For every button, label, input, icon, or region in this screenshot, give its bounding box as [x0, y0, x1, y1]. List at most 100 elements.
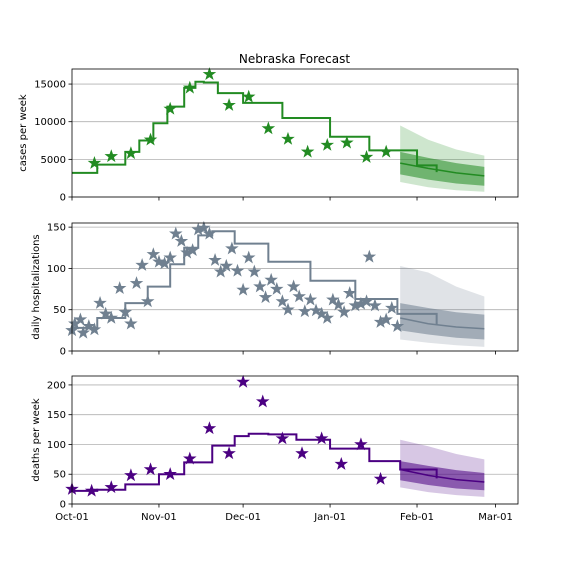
hospitalizations-observed-point	[146, 247, 161, 261]
deaths-observed-point	[124, 468, 138, 482]
deaths-y-tick-label: 200	[47, 380, 66, 391]
hospitalizations-observed-point	[264, 272, 278, 286]
hospitalizations-y-axis-label: daily hospitalizations	[31, 234, 42, 339]
cases-model-path	[72, 80, 438, 174]
cases-y-tick-label: 5000	[41, 155, 66, 166]
hospitalizations-y-tick-label: 100	[47, 264, 66, 275]
cases-observed-point	[87, 156, 102, 169]
hospitalizations-observed-point	[303, 292, 318, 306]
hospitalizations-observed-point	[135, 258, 149, 271]
cases-y-ticks: 0 5000 10000 15000	[34, 80, 72, 204]
deaths-forecast-median	[400, 468, 485, 483]
hospitalizations-observed-point	[118, 305, 133, 318]
cases-observed-point	[143, 132, 158, 146]
deaths-x-ticks: Oct-01 Nov-01 Dec-01 Jan-01 Feb-01 Mar-01	[55, 504, 513, 523]
hospitalizations-forecast-bands	[400, 265, 485, 347]
deaths-observed-point	[143, 462, 158, 476]
hospitalizations-observed-point	[269, 281, 284, 295]
deaths-y-ticks: 0 50 100 150 200	[47, 380, 72, 511]
deaths-x-tick-label: Dec-01	[225, 512, 261, 523]
hospitalizations-observed-point	[337, 305, 351, 318]
cases-observed-point	[241, 89, 256, 103]
hospitalizations-observed-point	[225, 241, 239, 255]
hospitalizations-y-ticks: 0 50 100 150	[47, 223, 72, 358]
deaths-plot-frame	[71, 375, 519, 505]
cases-observed-point	[124, 146, 138, 160]
cases-forecast-median	[400, 162, 485, 177]
hospitalizations-observed-point	[76, 325, 90, 339]
cases-observed-point	[379, 144, 393, 158]
deaths-model-line	[72, 432, 438, 492]
hospitalizations-observed-point	[281, 302, 295, 316]
cases-y-axis-label: cases per week	[18, 94, 29, 172]
cases-observed-point	[183, 80, 197, 94]
hospitalizations-observed-point	[326, 292, 340, 306]
deaths-y-tick-label: 150	[47, 410, 66, 421]
hospitalizations-observed-point	[185, 243, 200, 257]
deaths-x-tick-label: Oct-01	[55, 512, 89, 523]
deaths-observed-point	[84, 483, 99, 497]
hospitalizations-panel: 0 50 100 150 daily hospitalizations	[31, 220, 519, 358]
deaths-observed-point	[314, 431, 329, 445]
hospitalizations-observed-point	[385, 300, 399, 314]
deaths-observed-point	[275, 431, 290, 445]
deaths-forecast-bands	[400, 439, 485, 497]
cases-observed-point	[222, 98, 236, 111]
hospitalizations-observed-point	[230, 263, 245, 277]
hospitalizations-observed-point	[140, 294, 155, 308]
cases-observed-point	[340, 135, 354, 149]
deaths-x-tick-label: Nov-01	[141, 512, 177, 523]
deaths-observed-point	[354, 437, 368, 451]
hospitalizations-forecast-median	[400, 317, 485, 330]
hospitalizations-y-tick-label: 150	[47, 223, 66, 234]
hospitalizations-x-ticks	[71, 351, 496, 355]
hospitalizations-observed-point	[368, 298, 382, 312]
cases-y-tick-label: 0	[60, 193, 66, 204]
deaths-panel: 0 50 100 150 200 Oct-01 Nov-01 Dec-01 Jan-01 Feb…	[31, 374, 519, 523]
deaths-observed-point	[255, 394, 270, 408]
hospitalizations-observed-markers	[65, 220, 405, 339]
figure-title: Nebraska Forecast	[239, 52, 350, 66]
hospitalizations-observed-point	[104, 310, 119, 324]
hospitalizations-plot-frame	[71, 222, 519, 352]
deaths-observed-point	[373, 471, 388, 485]
hospitalizations-observed-point	[163, 250, 177, 264]
hospitalizations-observed-point	[379, 312, 393, 326]
deaths-band-50	[400, 461, 485, 491]
hospitalizations-observed-point	[258, 290, 273, 304]
hospitalizations-observed-point	[157, 256, 172, 270]
hospitalizations-observed-point	[359, 294, 374, 308]
deaths-x-tick-label: Feb-01	[400, 512, 434, 523]
hospitalizations-observed-point	[112, 281, 127, 294]
cases-observed-markers	[87, 67, 393, 169]
hospitalizations-observed-point	[286, 279, 301, 293]
deaths-observed-point	[183, 451, 197, 465]
cases-panel: 0 5000 10000 15000 cases per week	[18, 67, 519, 204]
hospitalizations-observed-point	[241, 250, 256, 264]
deaths-observed-point	[236, 374, 250, 388]
hospitalizations-observed-point	[87, 322, 102, 336]
hospitalizations-y-tick-label: 50	[53, 305, 66, 316]
hospitalizations-observed-point	[82, 319, 96, 332]
cases-band-50	[400, 151, 485, 186]
hospitalizations-observed-point	[331, 297, 346, 311]
cases-observed-point	[359, 149, 374, 163]
hospitalizations-observed-point	[202, 226, 217, 240]
cases-plot-frame	[71, 68, 519, 198]
hospitalizations-observed-point	[213, 264, 228, 278]
hospitalizations-observed-point	[208, 253, 222, 266]
hospitalizations-observed-point	[129, 276, 144, 290]
deaths-y-tick-label: 50	[53, 470, 66, 481]
deaths-observed-point	[295, 446, 309, 460]
hospitalizations-observed-point	[309, 303, 323, 317]
hospitalizations-observed-point	[247, 264, 262, 278]
deaths-observed-point	[334, 456, 349, 470]
deaths-observed-markers	[65, 374, 388, 497]
hospitalizations-observed-point	[390, 319, 405, 332]
hospitalizations-observed-point	[197, 220, 211, 234]
hospitalizations-observed-point	[253, 279, 267, 293]
hospitalizations-y-tick-label: 0	[60, 347, 66, 358]
deaths-y-tick-label: 0	[60, 500, 66, 511]
hospitalizations-observed-point	[219, 258, 234, 272]
